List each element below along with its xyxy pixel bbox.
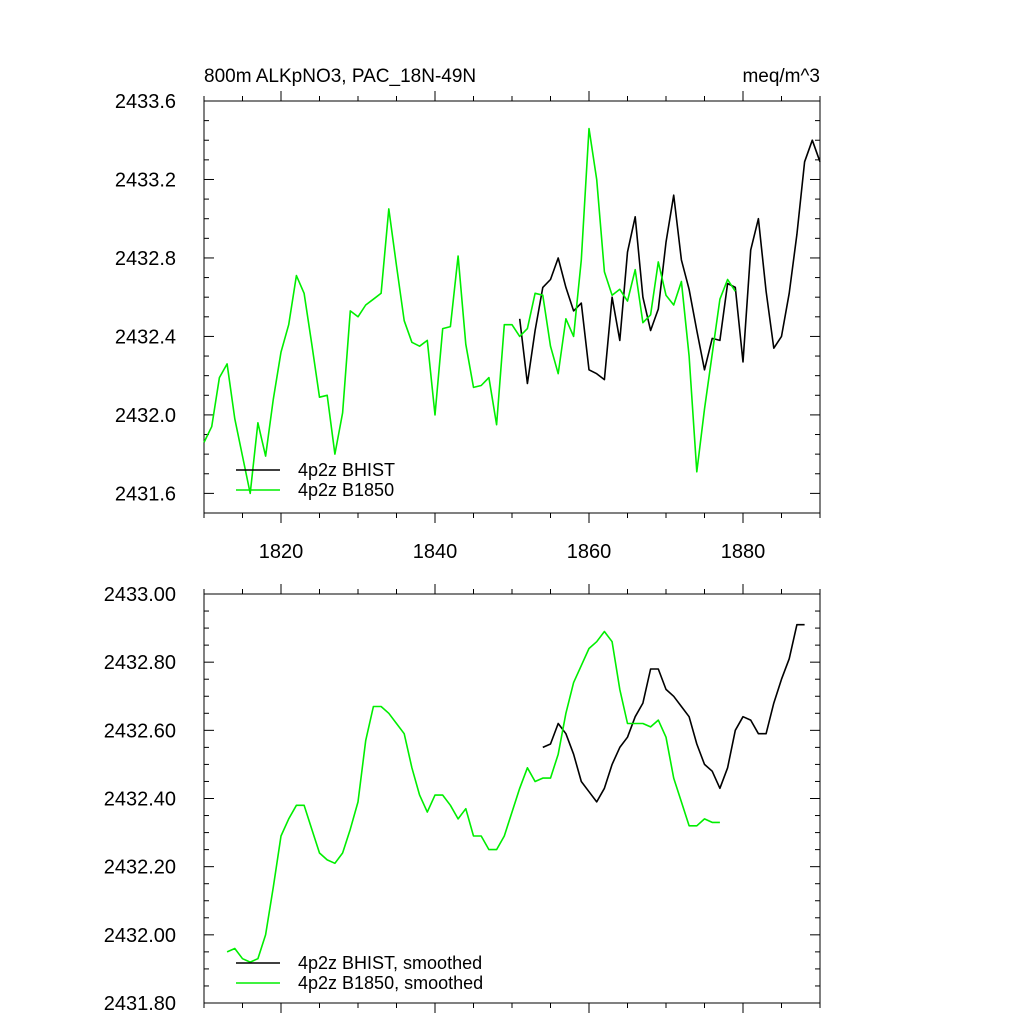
top-y-tick-label: 2432.0: [115, 405, 176, 427]
bottom-series-line-2: [226, 630, 720, 963]
top-x-tick-label: 1840: [413, 541, 458, 563]
bottom-y-tick-label: 2432.20: [104, 857, 176, 879]
bottom-series-line-1: [542, 623, 805, 803]
top-x-tick-label: 1820: [259, 541, 304, 563]
bottom-legend-label-2: 4p2z B1850, smoothed: [298, 973, 483, 993]
bottom-y-tick-label: 2432.40: [104, 789, 176, 811]
bottom-y-tick-label: 2433.00: [104, 584, 176, 606]
top-y-tick-label: 2432.4: [115, 326, 176, 348]
top-x-tick-label: 1880: [721, 541, 766, 563]
top-legend-label-2: 4p2z B1850: [298, 480, 394, 500]
top-x-tick-label: 1860: [567, 541, 612, 563]
top-chart-units: meq/m^3: [742, 66, 820, 87]
bottom-y-tick-label: 2432.00: [104, 925, 176, 947]
top-series-line-2: [203, 127, 736, 495]
top-plot-frame: [203, 100, 821, 514]
top-y-tick-label: 2431.6: [115, 483, 176, 505]
top-chart-title: 800m ALKpNO3, PAC_18N-49N: [204, 66, 476, 87]
top-series-line-1: [518, 139, 821, 385]
top-y-tick-label: 2432.8: [115, 248, 176, 270]
top-legend-label-1: 4p2z BHIST: [298, 460, 395, 480]
bottom-y-tick-label: 2432.60: [104, 720, 176, 742]
top-y-tick-label: 2433.2: [115, 169, 176, 191]
top-y-tick-label: 2433.6: [115, 91, 176, 113]
bottom-y-tick-label: 2432.80: [104, 652, 176, 674]
bottom-legend-label-1: 4p2z BHIST, smoothed: [298, 953, 482, 973]
bottom-plot-frame: [203, 593, 821, 1004]
bottom-chart: 2431.80 2432.00 2432.20 2432.40 2432.60 2432.…: [104, 584, 821, 1015]
bottom-y-tick-label: 2431.80: [104, 993, 176, 1015]
top-chart: 2431.6 2432.0 2432.4 2432.8 2433.2 2433.6 1820…: [115, 91, 821, 563]
